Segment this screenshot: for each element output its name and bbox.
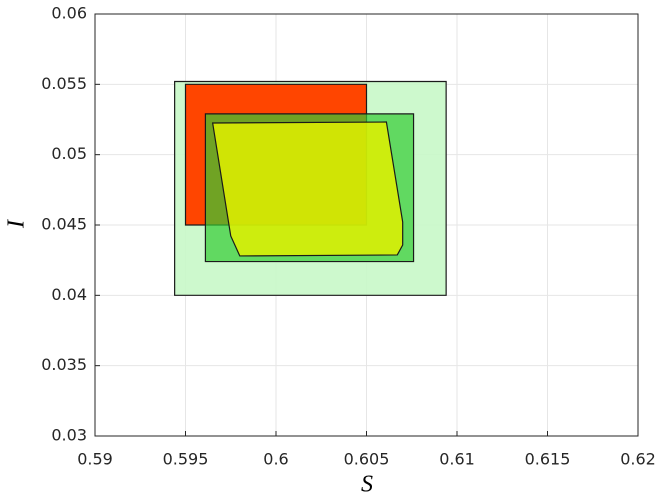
y-tick-label: 0.055: [41, 74, 87, 93]
x-axis-label: S: [361, 472, 373, 498]
x-tick-label: 0.595: [163, 450, 209, 469]
region: [211, 121, 404, 257]
x-tick-label: 0.59: [77, 450, 113, 469]
x-tick-label: 0.62: [620, 450, 656, 469]
y-tick-label: 0.06: [51, 4, 87, 23]
y-tick-label: 0.035: [41, 355, 87, 374]
x-tick-label: 0.605: [344, 450, 390, 469]
y-tick-label: 0.05: [51, 144, 87, 163]
y-tick-label: 0.03: [51, 426, 87, 445]
x-tick-label: 0.615: [525, 450, 571, 469]
x-tick-label: 0.6: [263, 450, 288, 469]
x-tick-label: 0.61: [439, 450, 475, 469]
y-axis-label: I: [4, 219, 30, 229]
y-tick-label: 0.04: [51, 285, 87, 304]
y-tick-label: 0.045: [41, 215, 87, 234]
